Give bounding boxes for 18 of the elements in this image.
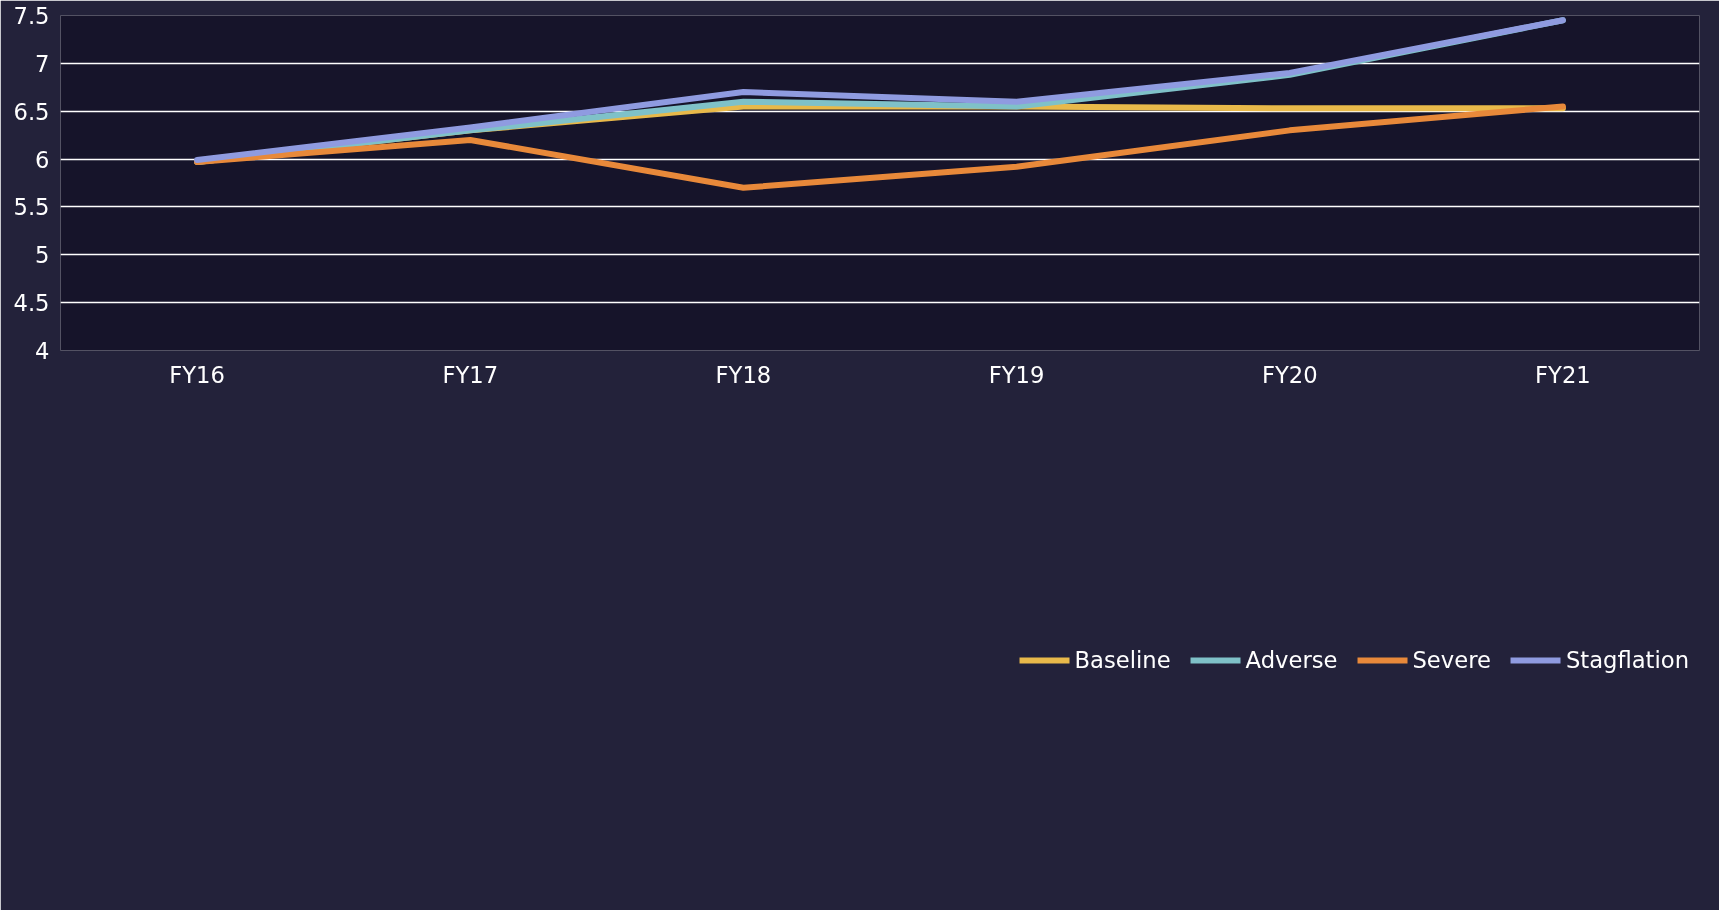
y-tick-label: 5.5: [13, 194, 50, 221]
x-tick-label: FY19: [988, 361, 1045, 388]
y-tick-label: 5: [35, 242, 50, 269]
legend-label: Severe: [1412, 647, 1491, 673]
y-tick-label: 4: [35, 338, 50, 364]
legend-label: Adverse: [1245, 647, 1338, 673]
y-tick-label: 6: [35, 146, 50, 173]
legend-label: Stagflation: [1565, 647, 1689, 673]
legend-label: Baseline: [1074, 647, 1171, 673]
y-tick-label: 6.5: [13, 98, 50, 125]
x-tick-label: FY21: [1535, 361, 1591, 388]
x-tick-label: FY20: [1261, 361, 1318, 388]
x-tick-label: FY18: [715, 361, 772, 388]
y-tick-label: 7.5: [13, 3, 50, 29]
y-tick-label: 7: [35, 50, 50, 77]
y-tick-label: 4.5: [13, 290, 50, 317]
x-tick-label: FY16: [169, 361, 225, 388]
x-tick-label: FY17: [442, 361, 499, 388]
